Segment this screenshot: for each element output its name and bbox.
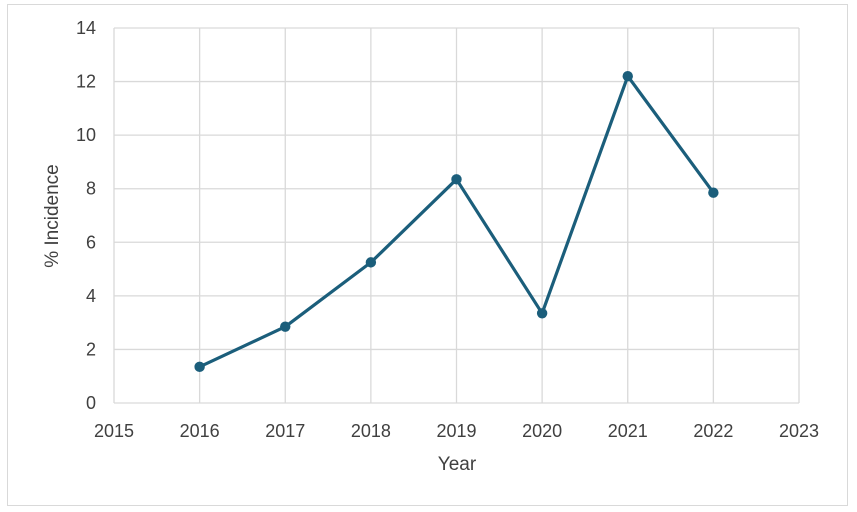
x-tick-label: 2021 <box>608 421 648 441</box>
chart-frame <box>7 4 848 506</box>
data-point <box>280 321 291 332</box>
data-point <box>194 361 205 373</box>
series-layer <box>194 71 719 373</box>
data-point <box>365 257 377 268</box>
x-axis-ticks: 2015 2016 2017 2018 2019 2020 2021 2022 2023 <box>94 421 819 441</box>
x-tick-label: 2018 <box>351 421 391 441</box>
data-point <box>708 187 719 198</box>
y-tick-label: 6 <box>86 232 96 252</box>
y-tick-label: 14 <box>76 18 96 38</box>
y-tick-label: 12 <box>76 72 96 92</box>
x-axis-title: Year <box>438 454 477 475</box>
x-tick-label: 2017 <box>265 421 305 441</box>
y-tick-label: 8 <box>86 179 96 199</box>
x-tick-label: 2020 <box>522 421 562 441</box>
x-tick-label: 2022 <box>693 421 733 441</box>
y-tick-label: 2 <box>86 339 96 359</box>
x-tick-label: 2023 <box>779 421 819 441</box>
data-point <box>451 174 462 185</box>
y-tick-label: 10 <box>76 125 96 145</box>
x-tick-label: 2016 <box>180 421 220 441</box>
gridlines <box>113 27 800 404</box>
x-tick-label: 2019 <box>436 421 476 441</box>
x-tick-label: 2015 <box>94 421 134 441</box>
y-axis-ticks: 0 2 4 6 8 10 12 14 <box>76 18 96 413</box>
data-point <box>622 71 633 82</box>
y-axis-title: % Incidence <box>42 164 63 268</box>
data-point <box>536 308 548 319</box>
y-tick-label: 4 <box>86 286 96 306</box>
y-tick-label: 0 <box>86 393 96 413</box>
